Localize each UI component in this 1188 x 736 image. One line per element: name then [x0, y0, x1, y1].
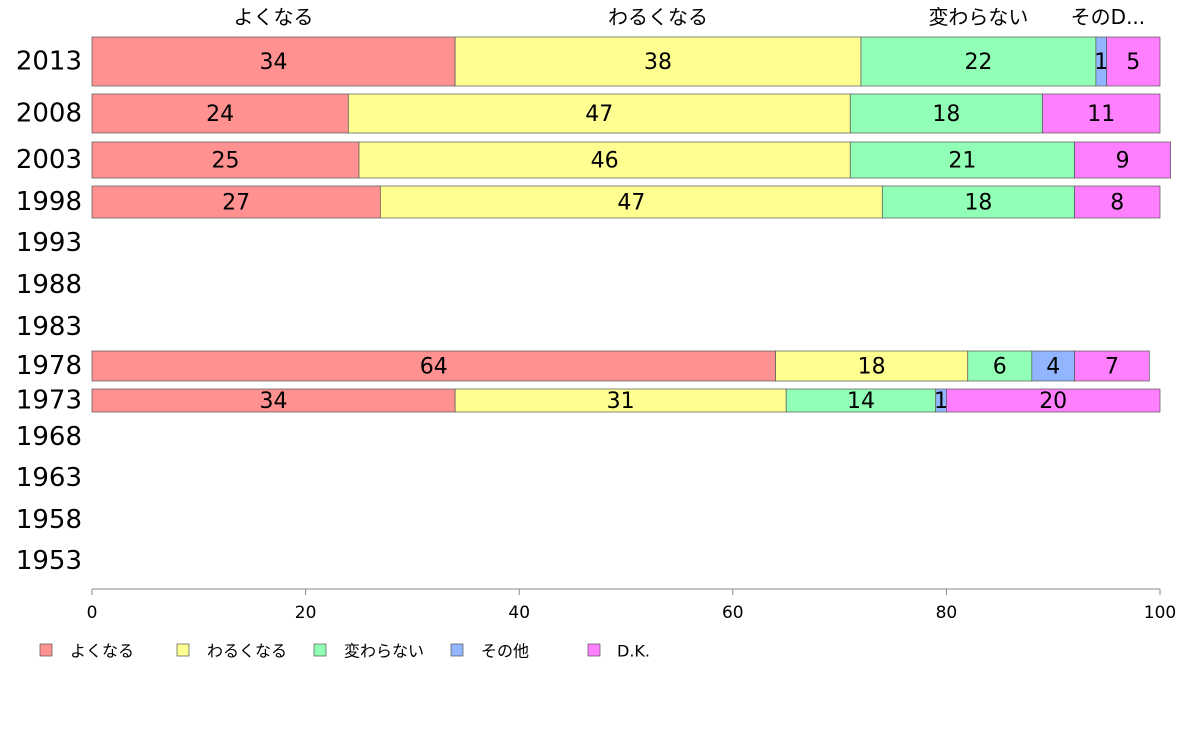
- legend-label: よくなる: [70, 642, 134, 661]
- year-label: 1953: [16, 546, 82, 576]
- legend-label: その他: [481, 642, 529, 661]
- tick-label: 40: [508, 603, 530, 623]
- bar-segment: [1074, 185, 1161, 219]
- data-label: 47: [585, 102, 613, 127]
- data-label: 34: [260, 50, 288, 75]
- data-label: 25: [212, 149, 240, 174]
- year-label: 1963: [16, 463, 82, 493]
- bar-segment: [91, 185, 381, 219]
- tick-label: 60: [722, 603, 744, 623]
- legend-label: わるくなる: [207, 642, 287, 661]
- bar-segment: [860, 36, 1097, 87]
- bar-segment: [91, 141, 360, 179]
- legend-swatch: [176, 643, 190, 657]
- year-label: 2013: [16, 47, 82, 77]
- year-label: 1998: [16, 187, 82, 217]
- data-label: 11: [1087, 102, 1115, 127]
- legend: よくなる わるくなる 変わらない その他 D.K.: [39, 642, 650, 661]
- year-label: 2008: [16, 99, 82, 129]
- column-headers: よくなる わるくなる 変わらない そのD...: [234, 5, 1146, 29]
- data-label: 21: [948, 149, 976, 174]
- data-label: 47: [617, 191, 645, 216]
- data-label: 14: [847, 389, 875, 414]
- data-label: 7: [1105, 355, 1119, 380]
- legend-swatch: [450, 643, 464, 657]
- legend-swatch: [39, 643, 53, 657]
- bar-segment: [775, 350, 969, 382]
- year-label: 1993: [16, 228, 82, 258]
- bar-segment: [347, 93, 851, 134]
- year-label: 2003: [16, 145, 82, 175]
- bar-segment: [91, 93, 349, 134]
- bar-segment: [1106, 36, 1161, 87]
- tick-label: 100: [1144, 603, 1176, 623]
- data-label: 31: [607, 389, 635, 414]
- bar-segment: [454, 36, 862, 87]
- data-label: 9: [1116, 149, 1130, 174]
- data-label: 38: [644, 50, 672, 75]
- bar-segment: [881, 185, 1075, 219]
- bar-segment: [358, 141, 851, 179]
- column-header: よくなる: [234, 5, 314, 29]
- bar-segment: [849, 93, 1043, 134]
- bar-segment: [380, 185, 883, 219]
- year-label: 1978: [16, 351, 82, 381]
- legend-label: 変わらない: [344, 642, 424, 661]
- data-label: 18: [964, 191, 992, 216]
- legend-swatch: [587, 643, 601, 657]
- data-label: 27: [222, 191, 250, 216]
- tick-label: 80: [936, 603, 958, 623]
- data-label: 5: [1126, 50, 1140, 75]
- column-header: わるくなる: [608, 5, 708, 29]
- year-label: 1988: [16, 270, 82, 300]
- bar-segment: [1042, 93, 1161, 134]
- tick-label: 0: [87, 603, 98, 623]
- x-axis: 0 20 40 60 80 100: [87, 588, 1176, 623]
- data-label: 8: [1110, 191, 1124, 216]
- bar-segment: [91, 36, 456, 87]
- data-label: 1: [934, 389, 948, 414]
- bar-segment: [967, 350, 1033, 382]
- data-label: 46: [591, 149, 619, 174]
- data-label: 6: [993, 355, 1007, 380]
- data-label: 34: [260, 389, 288, 414]
- year-label: 1983: [16, 312, 82, 342]
- data-label: 18: [932, 102, 960, 127]
- data-label: 20: [1039, 389, 1067, 414]
- year-label: 1973: [16, 386, 82, 416]
- data-label: 24: [206, 102, 234, 127]
- year-labels: 2013 2008 2003 1998 1993 1988 1983 1978 1973 1968…: [16, 47, 82, 577]
- bar-segment: [849, 141, 1075, 179]
- data-label: 1: [1094, 50, 1108, 75]
- tick-label: 20: [295, 603, 317, 623]
- data-label: 22: [964, 50, 992, 75]
- legend-label: D.K.: [617, 642, 650, 661]
- column-header: そのD...: [1071, 5, 1145, 29]
- data-label: 18: [858, 355, 886, 380]
- legend-swatch: [313, 643, 327, 657]
- column-header: 変わらない: [928, 5, 1028, 29]
- bar-segment: [1074, 141, 1172, 179]
- year-label: 1968: [16, 422, 82, 452]
- bar-segment: [1074, 350, 1150, 382]
- data-label: 4: [1046, 355, 1060, 380]
- year-label: 1958: [16, 505, 82, 535]
- bar-segment: [946, 388, 1161, 413]
- data-label: 64: [420, 355, 448, 380]
